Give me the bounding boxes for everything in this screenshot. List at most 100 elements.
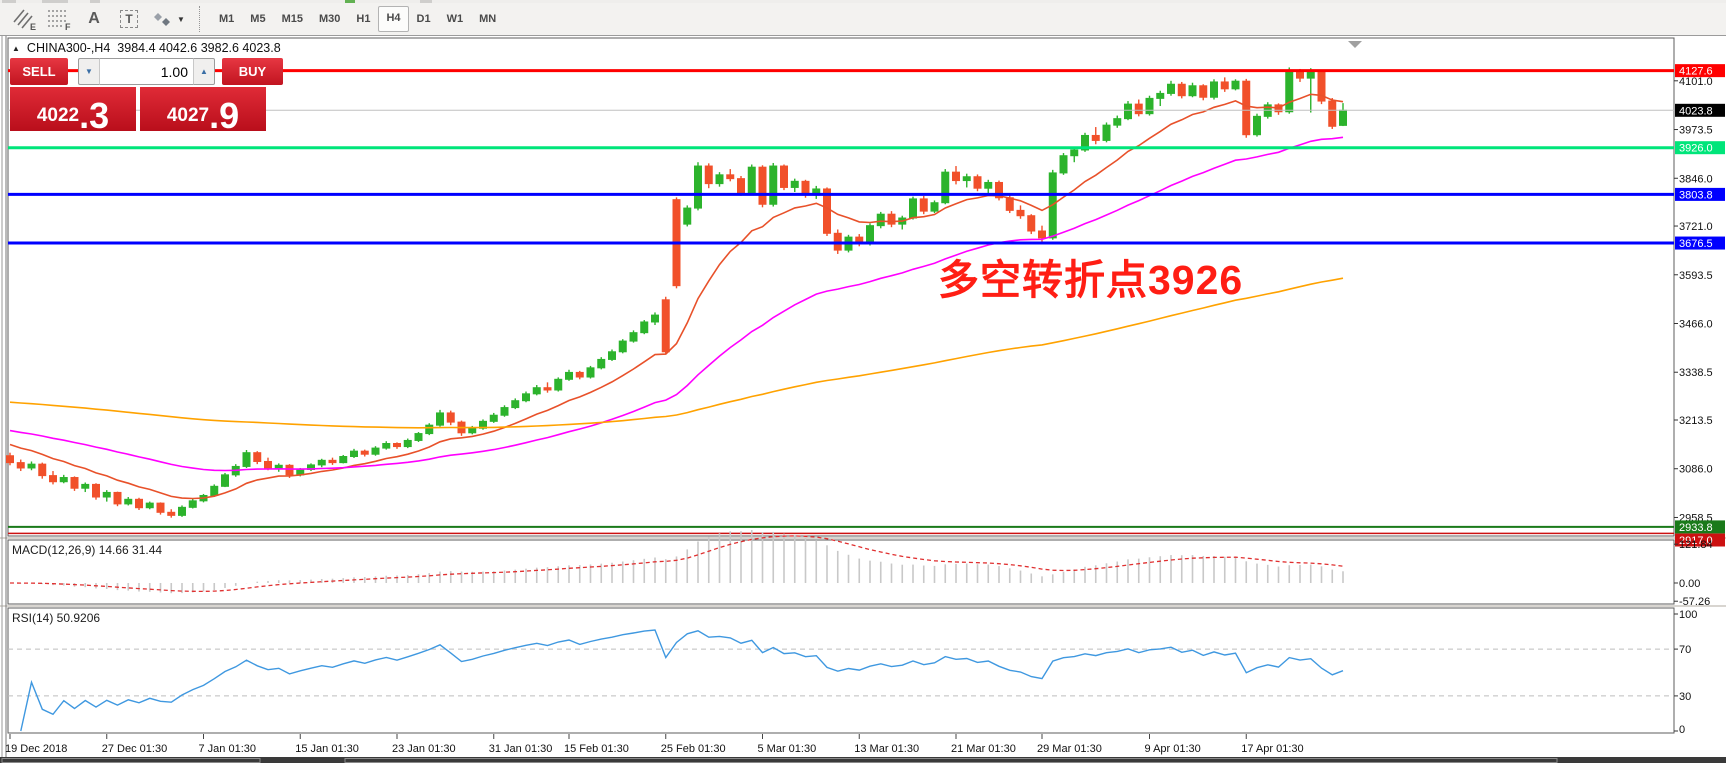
timeframe-button-m1[interactable]: M1 (219, 13, 235, 25)
price-tick-label: 3721.0 (1679, 221, 1713, 233)
clipped-icon (345, 0, 355, 3)
clipped-icon (42, 0, 68, 3)
chart-annotation-text[interactable]: 多空转折点3926 (938, 257, 1244, 303)
rsi-line (20, 629, 1344, 732)
buy-price-main: 4027 (166, 105, 210, 126)
panel-splitter[interactable] (0, 537, 1726, 539)
price-tick-label: 3338.5 (1679, 367, 1713, 379)
support-line-1-price-chip: 3803.8 (1675, 187, 1725, 201)
date-tick-label: 27 Dec 01:30 (102, 743, 167, 755)
lower-level-red-price-chip: 2917.0 (1675, 533, 1725, 547)
date-tick-label: 15 Feb 01:30 (564, 743, 629, 755)
date-tick-label: 21 Mar 01:30 (951, 743, 1016, 755)
buy-button[interactable]: BUY (222, 58, 283, 85)
arrow-objects-icon (154, 13, 171, 26)
date-tick-label: 19 Dec 2018 (5, 743, 67, 755)
timeframe-button-h1[interactable]: H1 (356, 13, 371, 25)
text-label-tool-button[interactable]: A (78, 6, 110, 33)
buy-price-display[interactable]: 4027 .9 (140, 87, 266, 137)
macd-tick-label: 121.84 (1679, 539, 1713, 551)
arrow-objects-button[interactable]: ▼ (148, 6, 190, 33)
text-label-icon: A (88, 10, 100, 27)
timeframe-button-h4[interactable]: H4 (378, 6, 409, 32)
equidistant-channel-tool-button[interactable]: E (8, 6, 40, 33)
rsi-tick-label: 100 (1679, 609, 1697, 621)
one-click-trading-panel: SELL ▼ ▲ BUY 4022 .3 4027 .9 (10, 58, 288, 137)
volume-increase-button[interactable]: ▲ (194, 58, 215, 85)
timeframe-button-m30[interactable]: M30 (318, 13, 341, 25)
price-tick-label: 3973.5 (1679, 125, 1713, 137)
chart-panel[interactable] (7, 37, 1675, 537)
toolbar: E F A T ▼ M1 M5 M15 (0, 3, 1726, 36)
bid-price-line-price-chip: 4023.8 (1675, 103, 1725, 117)
clipped-icon (90, 0, 100, 3)
price-tick-label: 3086.0 (1679, 464, 1713, 476)
svg-text:2917.0: 2917.0 (1679, 535, 1713, 547)
macd-indicator-label: MACD(12,26,9) 14.66 31.44 (12, 543, 163, 557)
clipped-upper-toolbar (0, 0, 1726, 3)
sell-button[interactable]: SELL (10, 58, 68, 85)
sell-price-display[interactable]: 4022 .3 (10, 87, 136, 137)
window-tabs-strip[interactable] (0, 757, 1726, 763)
date-tick-label: 17 Apr 01:30 (1241, 743, 1303, 755)
date-tick-label: 31 Jan 01:30 (489, 743, 553, 755)
candlestick-series (6, 67, 1347, 518)
macd-signal-line (9, 535, 1344, 593)
support-line-2-price-chip: 3676.5 (1675, 236, 1725, 250)
svg-text:4127.6: 4127.6 (1679, 66, 1713, 78)
date-axis[interactable]: 19 Dec 2018 27 Dec 01:30 7 Jan 01:30 15 Jan… (5, 734, 1304, 755)
date-tick-label: 13 Mar 01:30 (854, 743, 919, 755)
timeframe-button-m5[interactable]: M5 (250, 13, 266, 25)
lower-level-green-price-chip: 2933.8 (1675, 520, 1725, 534)
rsi-tick-label: 0 (1679, 724, 1685, 736)
date-tick-label: 7 Jan 01:30 (199, 743, 257, 755)
date-tick-label: 5 Mar 01:30 (758, 743, 817, 755)
sell-price-pips: .3 (79, 95, 110, 137)
chevron-down-icon[interactable]: ▼ (177, 14, 185, 24)
chart-panel[interactable] (7, 539, 1675, 605)
pivot-line-3926-price-chip: 3926.0 (1675, 141, 1725, 155)
equidistant-channel-icon: E (13, 9, 36, 31)
timeframe-button-m15[interactable]: M15 (281, 13, 303, 25)
sell-price-main: 4022 (36, 105, 80, 126)
date-tick-label: 15 Jan 01:30 (295, 743, 359, 755)
ohlc-values: 3984.4 4042.6 3982.6 4023.8 (117, 41, 281, 55)
price-tick-label: 3846.0 (1679, 173, 1713, 185)
price-tick-label: 3466.0 (1679, 318, 1713, 330)
svg-text:E: E (30, 22, 36, 31)
date-tick-label: 29 Mar 01:30 (1037, 743, 1102, 755)
symbol-name: CHINA300-,H4 (26, 41, 111, 55)
rsi-tick-label: 70 (1679, 644, 1691, 656)
volume-input[interactable] (99, 58, 194, 85)
collapse-arrow-icon[interactable]: ▲ (12, 43, 20, 53)
macd-histogram (19, 529, 1344, 594)
slow-ma-line (9, 277, 1344, 429)
svg-text:3676.5: 3676.5 (1679, 238, 1713, 250)
symbol-ohlc-header: ▲ CHINA300-,H4 3984.4 4042.6 3982.6 4023… (12, 41, 281, 55)
price-tick-label: 4101.0 (1679, 76, 1713, 88)
rsi-tick-label: 30 (1679, 691, 1691, 703)
svg-text:2933.8: 2933.8 (1679, 522, 1713, 534)
text-box-tool-button[interactable]: T (113, 6, 145, 33)
svg-text:3926.0: 3926.0 (1679, 143, 1713, 155)
toolbar-drag-handle[interactable] (199, 6, 201, 32)
buy-price-pips: .9 (209, 95, 240, 137)
text-box-icon: T (120, 10, 138, 28)
rsi-indicator-label: RSI(14) 50.9206 (12, 611, 101, 625)
timeframe-button-d1[interactable]: D1 (416, 13, 431, 25)
svg-text:3803.8: 3803.8 (1679, 189, 1713, 201)
price-tick-label: 3593.5 (1679, 270, 1713, 282)
fibonacci-tool-button[interactable]: F (43, 6, 75, 33)
svg-text:F: F (65, 22, 71, 31)
volume-decrease-button[interactable]: ▼ (78, 58, 99, 85)
resistance-line-price-chip: 4127.6 (1675, 64, 1725, 78)
timeframe-button-mn[interactable]: MN (479, 13, 497, 25)
timeframe-button-w1[interactable]: W1 (446, 13, 464, 25)
chart-shift-marker-icon[interactable] (1348, 41, 1362, 48)
panel-splitter[interactable] (0, 605, 1726, 607)
macd-tick-label: -57.26 (1679, 596, 1710, 608)
svg-text:4023.8: 4023.8 (1679, 105, 1713, 117)
clipped-icon (420, 0, 432, 3)
